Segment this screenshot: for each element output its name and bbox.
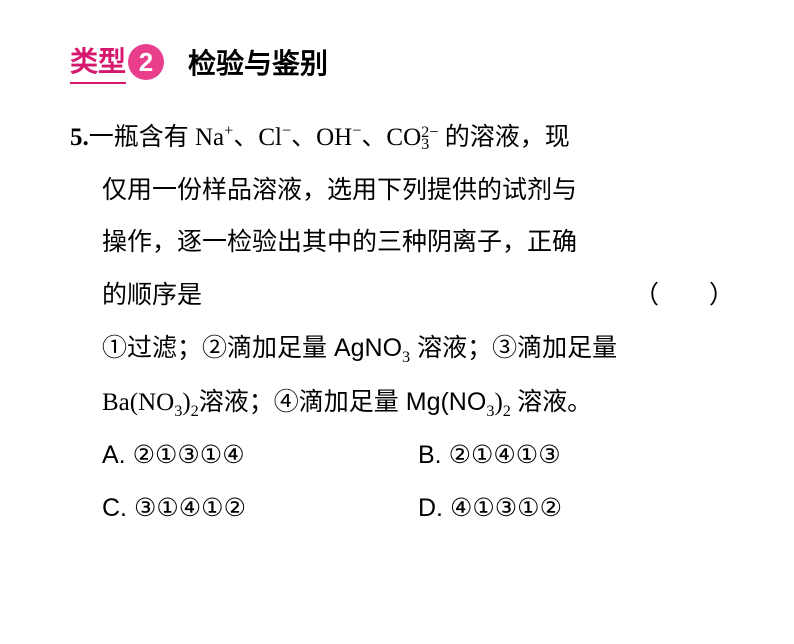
items-1a: ①过滤；②滴加足量 AgNO	[102, 334, 402, 362]
type-title: 检验与鉴别	[188, 42, 328, 82]
type-number-badge: 2	[128, 44, 164, 80]
stem-text-1: 一瓶含有 Na	[89, 124, 224, 151]
stem-line-2: 仅用一份样品溶液，选用下列提供的试剂与	[70, 165, 734, 218]
items-2b: )	[182, 389, 190, 416]
type-label: 类型	[70, 40, 126, 84]
type-header: 类型 2 检验与鉴别	[70, 40, 734, 84]
options-row-2: C. ③①④①② D. ④①③①②	[70, 482, 734, 535]
stem-line-3: 操作，逐一检验出其中的三种阴离子，正确	[70, 217, 734, 270]
sup-plus: +	[224, 122, 233, 140]
question-stem: 5.一瓶含有 Na+、Cl−、OH−、CO2−3 的溶液，现	[70, 112, 734, 165]
items-2d: )	[494, 389, 502, 416]
items-2a: Ba(NO	[102, 389, 174, 416]
co3-bot: 3	[421, 138, 438, 150]
items-2e: 溶液。	[511, 389, 592, 416]
answer-paren: （ ）	[634, 270, 734, 323]
options-row-1: A. ②①③①④ B. ②①④①③	[70, 429, 734, 482]
sub-3-a: 3	[402, 348, 410, 366]
items-line-1: ①过滤；②滴加足量 AgNO3 溶液；③滴加足量	[70, 322, 734, 376]
stem-line-4-text: 的顺序是	[102, 282, 202, 309]
co3-ion-script: 2−3	[421, 126, 438, 150]
stem-text-5: 的溶液，现	[438, 124, 569, 151]
stem-text-4: 、CO	[361, 124, 421, 151]
items-1b: 溶液；③滴加足量	[410, 334, 617, 362]
items-2c: 溶液；④滴加足量 Mg(NO	[199, 388, 487, 416]
option-d: D. ④①③①②	[418, 482, 734, 535]
option-b: B. ②①④①③	[418, 429, 734, 482]
option-c: C. ③①④①②	[102, 482, 418, 535]
sub-2-b: 2	[503, 402, 511, 420]
items-line-2: Ba(NO3)2溶液；④滴加足量 Mg(NO3)2 溶液。	[70, 376, 734, 430]
option-a: A. ②①③①④	[102, 429, 418, 482]
question-number: 5.	[70, 124, 89, 151]
stem-text-2: 、Cl	[233, 124, 282, 151]
stem-text-3: 、OH	[291, 124, 352, 151]
sub-2-a: 2	[191, 402, 199, 420]
question-block: 5.一瓶含有 Na+、Cl−、OH−、CO2−3 的溶液，现 仅用一份样品溶液，…	[70, 112, 734, 534]
sup-minus-1: −	[282, 122, 291, 140]
stem-line-4: 的顺序是 （ ）	[70, 270, 734, 323]
